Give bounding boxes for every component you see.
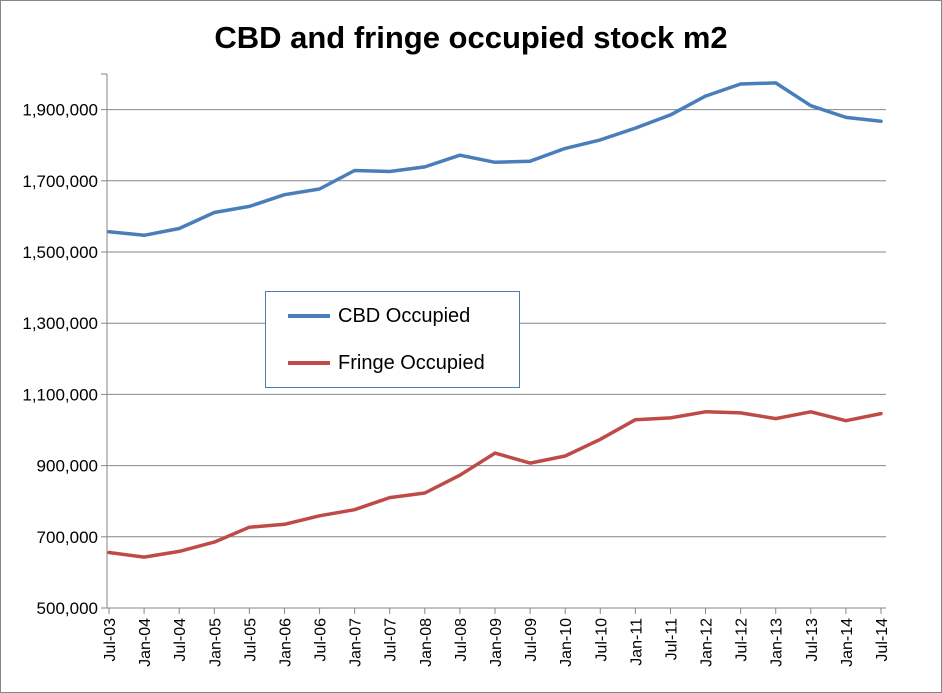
- y-tick-label: 1,100,000: [22, 385, 98, 404]
- x-tick-label: Jan-09: [488, 618, 505, 667]
- x-tick-label: Jan-06: [277, 618, 294, 667]
- y-tick-label: 1,300,000: [22, 314, 98, 333]
- series-lines: [107, 81, 883, 559]
- series-line-cbd: [107, 81, 883, 238]
- legend-swatch-cbd: [288, 314, 330, 318]
- gridlines: [107, 109, 886, 538]
- y-tick-label: 500,000: [37, 599, 98, 618]
- x-tick-label: Jan-07: [348, 618, 365, 667]
- x-tick-label: Jul-12: [734, 618, 751, 662]
- x-tick-label: Jul-13: [804, 618, 821, 662]
- x-tick-label: Jul-06: [313, 618, 330, 662]
- y-tick-label: 700,000: [37, 528, 98, 547]
- x-tick-label: Jul-10: [593, 618, 610, 662]
- x-tick-label: Jan-12: [699, 618, 716, 667]
- x-tick-label: Jul-08: [453, 618, 470, 662]
- y-tick-label: 1,700,000: [22, 172, 98, 191]
- x-tick-label: Jul-07: [383, 618, 400, 662]
- legend-label-cbd: CBD Occupied: [338, 304, 471, 327]
- x-tick-label: Jul-04: [172, 618, 189, 662]
- x-tick-label: Jul-03: [102, 618, 119, 662]
- x-tick-label: Jul-05: [242, 618, 259, 662]
- y-tick-label: 900,000: [37, 457, 98, 476]
- legend-item-fringe: Fringe Occupied: [288, 351, 485, 375]
- x-tick-label: Jul-14: [874, 618, 891, 662]
- legend-swatch-fringe: [288, 361, 330, 365]
- chart-title: CBD and fringe occupied stock m2: [214, 20, 728, 55]
- x-tick-label: Jan-11: [628, 618, 645, 666]
- x-tick-label: Jul-09: [523, 618, 540, 662]
- x-tick-label: Jan-04: [137, 618, 154, 667]
- x-tick-label: Jul-11: [663, 618, 680, 660]
- tick-labels: 500,000 700,000 900,000 1,100,000 1,300,000 1…: [22, 101, 891, 667]
- legend-label-fringe: Fringe Occupied: [338, 351, 485, 374]
- x-tick-label: Jan-10: [558, 618, 575, 667]
- legend-item-cbd: CBD Occupied: [288, 304, 470, 328]
- x-tick-label: Jan-08: [418, 618, 435, 667]
- x-tick-label: Jan-05: [207, 618, 224, 667]
- axes: [101, 73, 886, 614]
- legend: CBD Occupied Fringe Occupied: [265, 291, 520, 388]
- x-tick-label: Jan-14: [839, 618, 856, 667]
- x-tick-label: Jan-13: [769, 618, 786, 667]
- y-tick-label: 1,900,000: [22, 101, 98, 120]
- y-tick-label: 1,500,000: [22, 243, 98, 262]
- series-line-fringe: [107, 410, 883, 559]
